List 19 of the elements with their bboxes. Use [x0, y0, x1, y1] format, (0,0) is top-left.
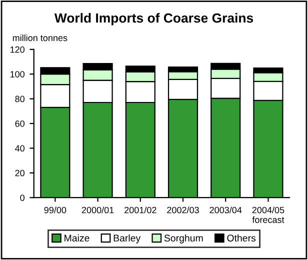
- y-tick-label: 20: [15, 170, 24, 176]
- legend-label: Barley: [114, 234, 141, 244]
- x-tick-label: 2004/05 forecast: [252, 206, 284, 223]
- x-tick-label: 2001/02: [124, 206, 156, 214]
- legend-label: Maize: [64, 234, 90, 242]
- x-tick-label: 2003/04: [210, 206, 242, 214]
- y-tick-label: 80: [15, 96, 24, 102]
- y-tick-label: 120: [10, 46, 24, 53]
- y-tick-label: 100: [10, 71, 24, 78]
- x-tick-label: 99/00: [44, 206, 66, 214]
- y-axis-title: million tonnes: [12, 34, 68, 42]
- legend-label: Others: [227, 234, 256, 242]
- chart-title: World Imports of Coarse Grains: [54, 13, 254, 26]
- y-tick-label: 60: [15, 120, 24, 127]
- y-tick-label: 0: [20, 194, 24, 201]
- x-tick-label: 2002/03: [167, 206, 199, 214]
- x-tick-label: 2000/01: [82, 206, 114, 214]
- legend-label: Sorghum: [164, 234, 203, 244]
- y-tick-label: 40: [15, 145, 24, 152]
